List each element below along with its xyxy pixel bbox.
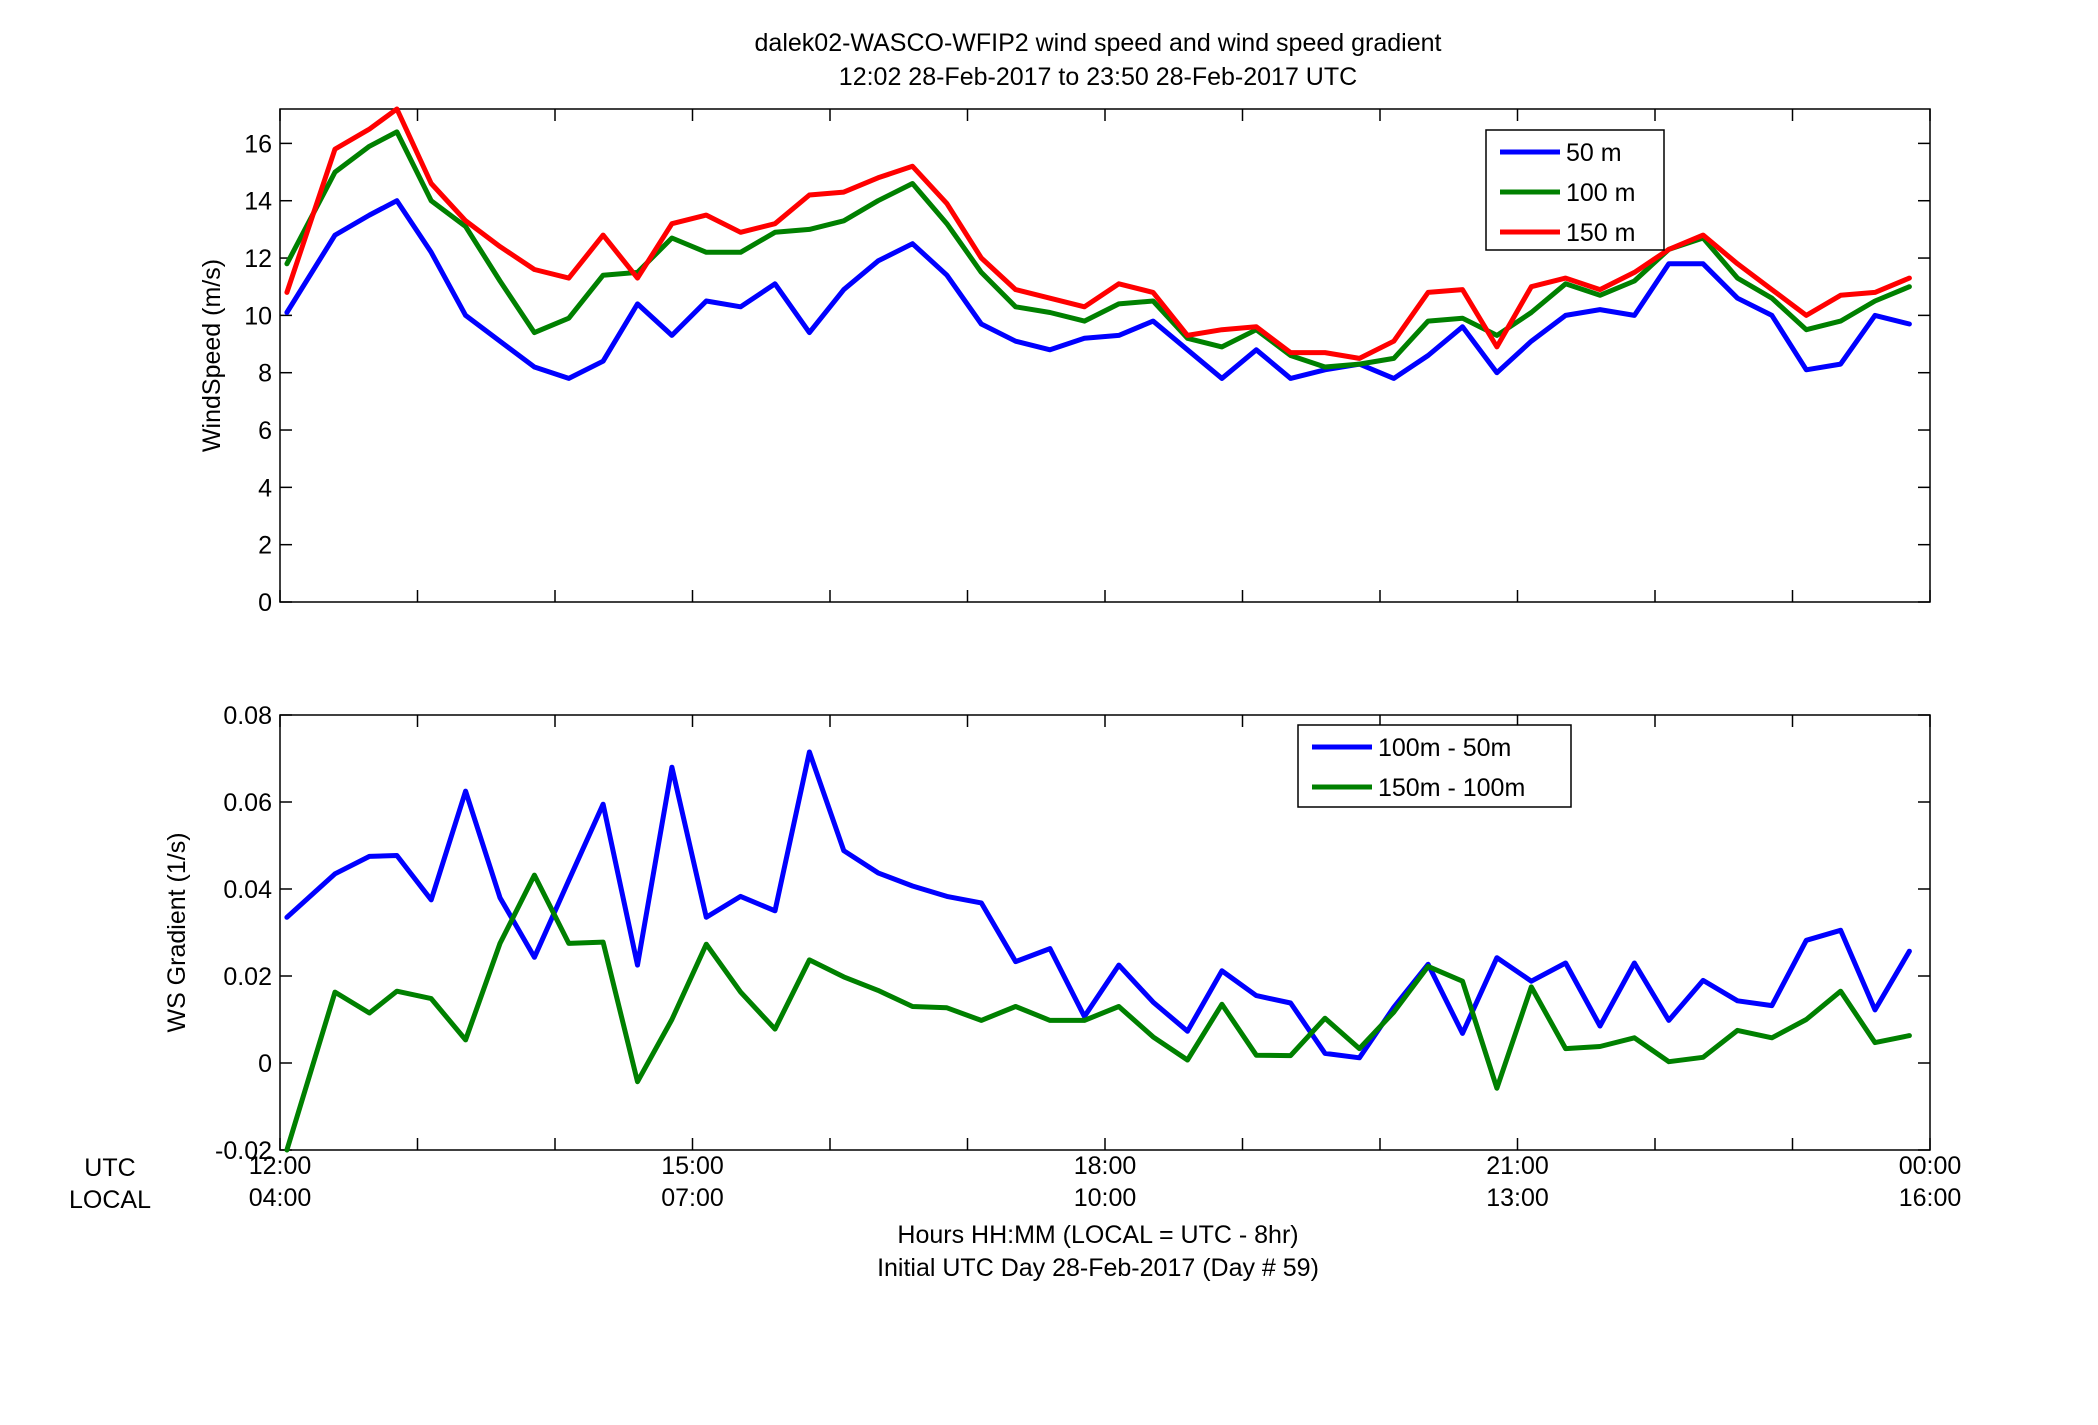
x-tick-labels: 12:00 04:00 15:00 07:00 18:00 10:00 21:00 13:00… (249, 1152, 1962, 1212)
y-tick-label: 12 (244, 245, 272, 273)
chart-title-line1: dalek02-WASCO-WFIP2 wind speed and wind … (755, 29, 1442, 57)
x-tick-label-utc: 12:00 (249, 1152, 312, 1180)
y-tick-label: 16 (244, 130, 272, 158)
plot-frame (279, 714, 1931, 1151)
x-axis-label-line2: Initial UTC Day 28-Feb-2017 (Day # 59) (877, 1254, 1319, 1282)
y-tick-label: 8 (258, 360, 272, 388)
row-label-local: LOCAL (69, 1186, 151, 1214)
x-tick-label-utc: 15:00 (661, 1152, 724, 1180)
x-tick-label-local: 13:00 (1486, 1184, 1549, 1212)
legend-label: 150 m (1566, 219, 1635, 247)
y-tick-label: 0.08 (223, 702, 272, 730)
y-tick-label: 0.02 (223, 963, 272, 991)
x-tick-label-local: 07:00 (661, 1184, 724, 1212)
y-tick-label: 14 (244, 188, 272, 216)
series-line (284, 129, 1912, 370)
x-tick-label-utc: 00:00 (1899, 1152, 1962, 1180)
series-line (284, 106, 1912, 361)
series-line (284, 749, 1912, 1061)
y-tick-label: 0 (258, 589, 272, 617)
x-tick-label-utc: 21:00 (1486, 1152, 1549, 1180)
series-line (284, 198, 1912, 381)
x-tick-label-local: 04:00 (249, 1184, 312, 1212)
legend-label: 50 m (1566, 139, 1622, 167)
y-tick-label: 0.04 (223, 876, 272, 904)
y-tick-label: 10 (244, 302, 272, 330)
legend-label: 100m - 50m (1378, 734, 1511, 762)
y-tick-label: 4 (258, 474, 272, 502)
windspeed-plot: 0 2 4 6 8 10 12 14 16 WindSpeed (m/s) 50 m 100 m 150… (198, 106, 1931, 617)
row-label-utc: UTC (84, 1154, 135, 1182)
y-tick-label: 0.06 (223, 789, 272, 817)
y-tick-label: 6 (258, 417, 272, 445)
x-axis-label-line1: Hours HH:MM (LOCAL = UTC - 8hr) (897, 1221, 1298, 1249)
y-tick-label: -0.02 (215, 1137, 272, 1165)
y-axis-label: WindSpeed (m/s) (198, 259, 226, 452)
x-tick-label-local: 16:00 (1899, 1184, 1962, 1212)
x-tick-label-local: 10:00 (1074, 1184, 1137, 1212)
x-tick-label-utc: 18:00 (1074, 1152, 1137, 1180)
gradient-plot: -0.02 0 0.02 0.04 0.06 0.08 WS Gradient (1/s) 1… (163, 702, 1931, 1165)
plot-frame (279, 108, 1931, 603)
legend-label: 100 m (1566, 179, 1635, 207)
legend-box (1297, 724, 1572, 808)
y-tick-label: 0 (258, 1050, 272, 1078)
chart-title-line2: 12:02 28-Feb-2017 to 23:50 28-Feb-2017 U… (839, 63, 1357, 91)
series-line (284, 872, 1912, 1153)
legend-label: 150m - 100m (1378, 774, 1525, 802)
y-tick-label: 2 (258, 532, 272, 560)
y-axis-label: WS Gradient (1/s) (163, 832, 191, 1032)
